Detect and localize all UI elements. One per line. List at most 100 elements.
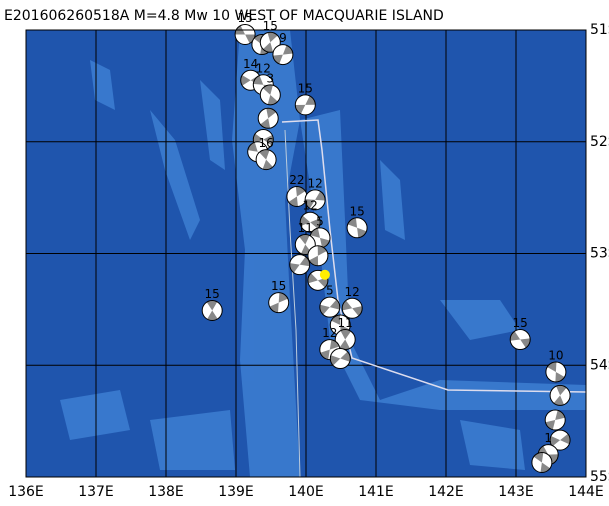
beachball-outline [509,329,531,351]
focal-mechanism [257,107,279,129]
beachball-quadrant [330,355,341,366]
beachball-quadrant [342,300,353,311]
depth-label: 11 [338,316,353,330]
beachball-outline [304,189,326,211]
beachball-quadrant [352,306,363,317]
beachball-quadrant [545,420,556,430]
depth-label: 9 [279,31,287,45]
beachball-quadrant [310,218,321,229]
focal-mechanism [545,361,567,383]
x-tick-label: 137E [78,484,114,500]
x-tick-label: 144E [568,484,604,500]
x-tick-label: 142E [428,484,464,500]
beachball-quadrant [299,234,310,245]
beachball-quadrant [357,227,367,238]
fracture-zone [284,129,301,478]
focal-mechanism [319,296,341,318]
focal-mechanism [201,299,223,321]
beachball-quadrant [320,237,330,248]
x-tick-label: 143E [498,484,534,500]
depth-label: 5 [316,214,324,228]
depth-label: 12 [303,199,318,213]
beachball-quadrant [262,159,273,170]
focal-mechanism [259,84,281,106]
beachball-outline [531,451,553,473]
y-tick-label: 54S [590,357,609,373]
depth-label: 5 [326,284,334,298]
beachball-quadrant [550,436,561,447]
y-tick-label: 55S [590,469,609,485]
depth-label: 15 [205,287,220,301]
beachball-outline [259,31,281,53]
depth-label: 14 [243,57,258,71]
x-tick-label: 136E [8,484,44,500]
beachball-outline [319,296,341,318]
beachball-outline [294,234,316,256]
y-tick-label: 51S [590,22,609,38]
beachball-quadrant [245,34,256,44]
beachball-outline [201,299,223,321]
beachball-quadrant [300,215,311,226]
beachball-outline [272,44,294,66]
x-tick-label: 139E [218,484,254,500]
focal-mechanism [549,429,571,451]
focal-mechanism [307,245,329,267]
beachball-quadrant [347,217,358,228]
focal-mechanism [329,348,351,370]
beachball-outline [268,292,290,314]
beachball-outline [545,361,567,383]
depth-label: 15 [237,11,252,25]
focal-mechanism [234,23,256,45]
beachball-quadrant [206,300,218,311]
beachball-quadrant [282,45,293,55]
beachball-quadrant [266,108,277,119]
depth-label: 15 [349,204,364,218]
beachball-quadrant [340,351,351,362]
beachball-outline [307,245,329,267]
beachball-quadrant [340,329,351,340]
beachball-quadrant [319,304,330,315]
y-tick-label: 52S [590,134,609,150]
beachball-quadrant [262,42,274,53]
beachball-quadrant [329,339,340,350]
beachball-quadrant [540,462,551,473]
x-tick-label: 138E [148,484,184,500]
beachball-quadrant [247,142,258,152]
beachball-outline [289,254,311,276]
beachball-quadrant [260,118,271,129]
beachball-quadrant [553,395,565,406]
beachball-quadrant [560,433,571,445]
beachball-outline [544,409,566,431]
beachball-quadrant [262,84,273,95]
x-tick-label: 140E [288,484,324,500]
beachball-outline [299,211,321,233]
focal-mechanism [259,31,281,53]
beachball-quadrant [295,104,306,114]
depth-label: 10 [548,348,563,362]
focal-mechanism [255,149,277,171]
beachball-quadrant [320,349,330,360]
beachball-quadrant [263,134,274,146]
beachball-quadrant [299,256,310,267]
beachball-quadrant [267,32,278,43]
focal-mechanism [341,297,363,319]
y-tick-label: 53S [590,246,609,262]
beachball-outline [549,384,571,406]
beachball-outline [259,84,281,106]
beachball-outline [549,429,571,451]
depth-label: 15 [263,19,278,33]
beachball-quadrant [278,292,288,303]
x-tick-label: 141E [358,484,394,500]
depth-label: 15 [513,316,528,330]
beachball-quadrant [253,133,264,145]
depth-label: 12 [322,326,337,340]
map-title: E201606260518A M=4.8 Mw 10 WEST OF MACQU… [4,8,444,24]
beachball-quadrant [289,263,300,273]
beachball-quadrant [533,452,544,463]
depth-label: 22 [289,173,304,187]
beachball-outline [257,107,279,129]
beachball-outline [329,348,351,370]
focal-mechanism [304,189,326,211]
focal-mechanism [346,217,368,239]
focal-mechanism [272,44,294,66]
